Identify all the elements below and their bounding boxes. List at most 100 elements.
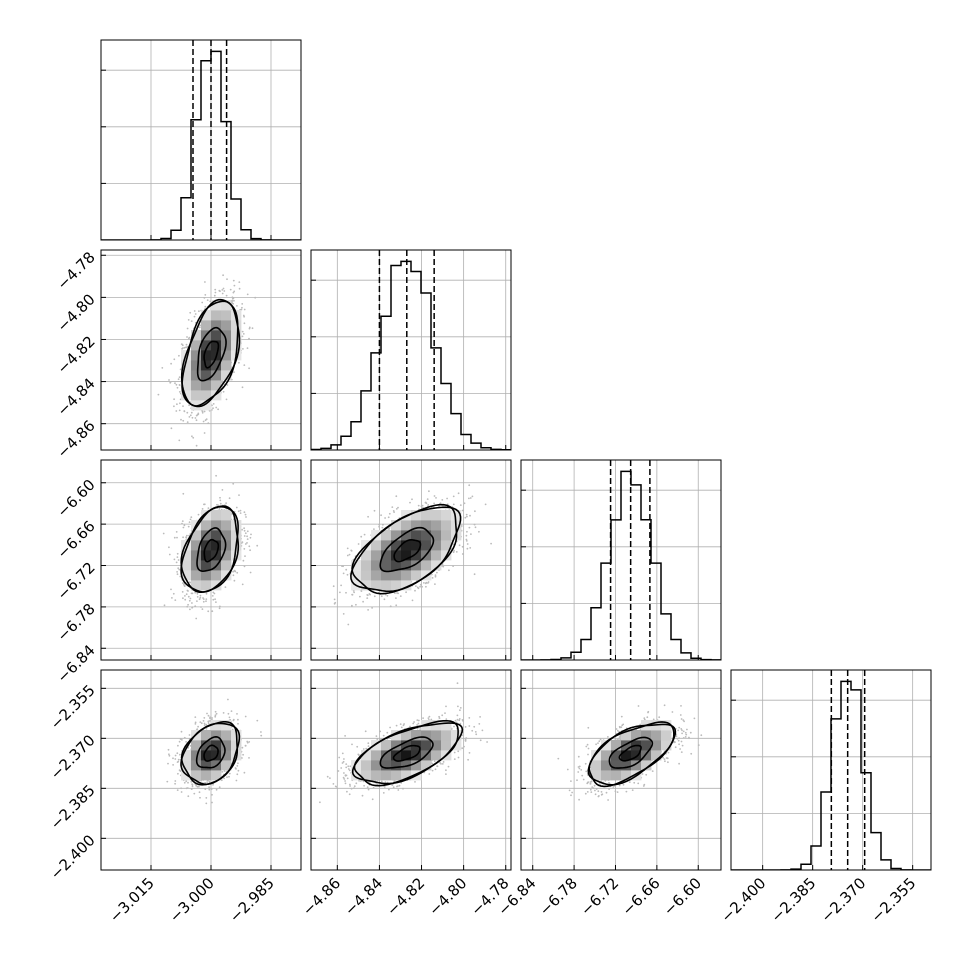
sample-point xyxy=(686,728,688,731)
sample-point xyxy=(459,504,462,506)
density-cell xyxy=(211,310,222,321)
sample-point xyxy=(243,511,246,514)
sample-point xyxy=(620,715,623,718)
sample-point xyxy=(231,297,234,300)
sample-point xyxy=(209,300,212,303)
sample-point xyxy=(199,721,202,723)
sample-point xyxy=(400,782,403,784)
sample-point xyxy=(186,336,188,338)
sample-point xyxy=(243,308,246,311)
sample-point xyxy=(463,502,466,505)
sample-point xyxy=(222,287,225,290)
density-cell xyxy=(391,570,402,581)
sample-point xyxy=(191,416,194,419)
density-cell xyxy=(191,350,202,361)
sample-point xyxy=(215,601,217,603)
sample-point xyxy=(168,379,170,381)
sample-point xyxy=(212,783,214,786)
sample-point xyxy=(190,788,193,790)
sample-point xyxy=(367,609,369,611)
x-tick-label: −6.78 xyxy=(536,874,581,919)
sample-point xyxy=(362,600,364,603)
density-cell xyxy=(231,740,242,751)
density-cell xyxy=(201,400,212,411)
sample-point xyxy=(403,723,405,725)
density-cell xyxy=(641,750,652,761)
sample-point xyxy=(248,337,250,340)
sample-point xyxy=(173,398,176,401)
density-cell xyxy=(401,740,412,751)
contour-level xyxy=(392,744,421,762)
sample-point xyxy=(416,586,419,589)
sample-point xyxy=(188,734,191,736)
sample-point xyxy=(395,604,398,607)
sample-point xyxy=(219,290,221,293)
sample-point xyxy=(346,547,349,550)
sample-point xyxy=(360,590,363,592)
sample-point xyxy=(590,791,593,793)
sample-point xyxy=(389,605,392,608)
density-cell xyxy=(191,550,202,561)
sample-point xyxy=(214,291,217,294)
sample-point xyxy=(202,420,205,423)
sample-point xyxy=(371,798,374,801)
sample-point xyxy=(360,535,363,538)
sample-point xyxy=(177,758,180,761)
sample-point xyxy=(433,760,436,763)
sample-point xyxy=(453,758,456,760)
sample-point xyxy=(584,762,587,765)
sample-point xyxy=(248,757,250,759)
sample-point xyxy=(206,712,208,715)
sample-point xyxy=(249,571,252,574)
sample-point xyxy=(427,717,430,719)
density-cell xyxy=(631,730,642,741)
sample-point xyxy=(652,718,655,721)
x-tick-label: −4.80 xyxy=(425,874,470,919)
sample-point xyxy=(383,786,386,788)
sample-point xyxy=(249,536,252,539)
density-cell xyxy=(411,760,422,771)
density-cell xyxy=(201,580,212,591)
panel-frame xyxy=(310,459,512,661)
sample-point xyxy=(399,595,402,597)
sample-point xyxy=(431,769,434,772)
sample-point xyxy=(376,738,379,740)
sample-point xyxy=(228,497,231,500)
density-cell xyxy=(181,370,192,381)
density-cell xyxy=(371,760,382,771)
sample-point xyxy=(478,530,480,533)
sample-point xyxy=(456,718,459,721)
contour-lines xyxy=(351,719,464,787)
sample-point xyxy=(179,402,181,405)
density-cell xyxy=(371,540,382,551)
sample-point xyxy=(345,766,348,769)
sample-point xyxy=(196,596,199,598)
sample-point xyxy=(233,284,236,287)
density-cell xyxy=(181,560,192,571)
sample-point xyxy=(618,738,620,740)
panel-frame xyxy=(520,669,722,871)
sample-point xyxy=(244,715,247,718)
sample-point xyxy=(175,383,178,386)
density-cell xyxy=(371,750,382,761)
sample-point xyxy=(218,786,221,789)
density-cell xyxy=(381,570,392,581)
sample-point xyxy=(470,533,472,535)
sample-point xyxy=(183,781,186,784)
sample-point xyxy=(187,603,190,606)
sample-point xyxy=(697,744,700,746)
density-cell xyxy=(221,730,232,741)
sample-point xyxy=(237,510,240,513)
sample-point xyxy=(238,361,240,364)
sample-point xyxy=(345,568,348,571)
density-cell xyxy=(421,530,432,541)
density-cell xyxy=(231,340,242,351)
sample-point xyxy=(344,782,347,785)
sample-point xyxy=(194,591,197,594)
sample-point xyxy=(169,381,172,384)
panel-frame xyxy=(100,459,302,661)
sample-point xyxy=(681,744,684,747)
density-cell xyxy=(221,320,232,331)
sample-point xyxy=(189,311,192,314)
sample-point xyxy=(243,529,246,532)
